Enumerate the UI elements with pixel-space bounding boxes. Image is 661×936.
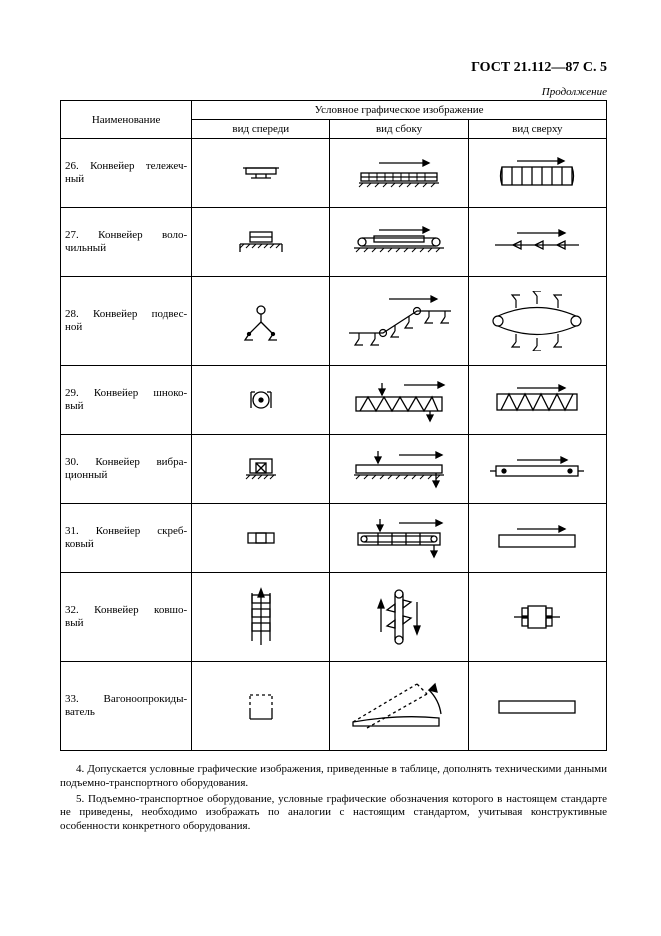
table-header-row-1: Наименование Условное графическое изобра… (61, 101, 607, 120)
symbol-side (330, 277, 468, 366)
symbol-side (330, 366, 468, 435)
note-5: 5. Подъемно-транспортное оборудование, у… (60, 793, 607, 834)
symbol-front (192, 277, 330, 366)
row-name: 27. Конвейер воло- чильный (61, 208, 192, 277)
conveyor-scraper-front-icon (236, 523, 286, 553)
conveyor-bucket-side-icon (359, 582, 439, 652)
footnotes: 4. Допускается условные графические изоб… (60, 763, 607, 834)
row-name: 30. Конвейер вибра- ционный (61, 435, 192, 504)
symbol-top (468, 435, 606, 504)
row-name-line1: 27. Конвейер воло- (65, 229, 187, 241)
row-name-line1: 26. Конвейер тележеч- (65, 160, 187, 172)
col-header-group: Условное графическое изображение (192, 101, 607, 120)
conveyor-vibrating-front-icon (236, 449, 286, 489)
symbol-front (192, 139, 330, 208)
conveyor-drag-top-icon (487, 227, 587, 257)
row-name-line2: ционный (65, 469, 187, 482)
row-name-line1: 32. Конвейер ковшо- (65, 604, 187, 616)
conveyor-cart-front-icon (231, 158, 291, 188)
table-row: 27. Конвейер воло- чильный (61, 208, 607, 277)
table-row: 33. Вагоноопрокиды- ватель (61, 662, 607, 751)
col-header-top: вид сверху (468, 120, 606, 139)
conveyor-scraper-side-icon (344, 515, 454, 561)
row-name-line2: вый (65, 617, 187, 630)
conveyor-bucket-top-icon (502, 594, 572, 640)
table-row: 31. Конвейер скреб- ковый (61, 504, 607, 573)
table-row: 30. Конвейер вибра- ционный (61, 435, 607, 504)
table-row: 28. Конвейер подвес- ной (61, 277, 607, 366)
row-name-line2: ной (65, 321, 187, 334)
symbol-front (192, 504, 330, 573)
row-name-line2: чильный (65, 242, 187, 255)
row-name: 32. Конвейер ковшо- вый (61, 573, 192, 662)
row-name-line1: 30. Конвейер вибра- (65, 456, 187, 468)
row-name-line2: ковый (65, 538, 187, 551)
row-name: 28. Конвейер подвес- ной (61, 277, 192, 366)
row-name-line1: 31. Конвейер скреб- (65, 525, 187, 537)
wagon-tipper-side-icon (339, 674, 459, 738)
row-name: 31. Конвейер скреб- ковый (61, 504, 192, 573)
symbol-side (330, 573, 468, 662)
conveyor-drag-side-icon (344, 222, 454, 262)
conveyor-overhead-front-icon (231, 296, 291, 346)
symbol-top (468, 573, 606, 662)
standard-code: ГОСТ 21.112—87 С. 5 (60, 60, 607, 76)
symbol-side (330, 139, 468, 208)
row-name: 29. Конвейер шноко- вый (61, 366, 192, 435)
conveyor-screw-front-icon (241, 380, 281, 420)
symbol-front (192, 435, 330, 504)
row-name-line2: вый (65, 400, 187, 413)
wagon-tipper-front-icon (236, 681, 286, 731)
row-name-line1: 28. Конвейер подвес- (65, 308, 187, 320)
conveyor-overhead-side-icon (339, 291, 459, 351)
conveyor-vibrating-top-icon (482, 454, 592, 484)
symbol-front (192, 208, 330, 277)
table-row: 29. Конвейер шноко- вый (61, 366, 607, 435)
page: ГОСТ 21.112—87 С. 5 Продолжение Наименов… (0, 0, 661, 936)
row-name-line2: ватель (65, 706, 187, 719)
row-name-line1: 33. Вагоноопрокиды- (65, 693, 187, 705)
table-row: 26. Конвейер тележеч- ный (61, 139, 607, 208)
symbol-front (192, 573, 330, 662)
symbol-side (330, 662, 468, 751)
symbols-table: Наименование Условное графическое изобра… (60, 100, 607, 751)
conveyor-vibrating-side-icon (344, 447, 454, 491)
conveyor-screw-top-icon (487, 382, 587, 418)
symbol-front (192, 366, 330, 435)
symbol-top (468, 662, 606, 751)
conveyor-cart-side-icon (349, 155, 449, 191)
symbol-side (330, 504, 468, 573)
wagon-tipper-top-icon (487, 691, 587, 721)
row-name-line1: 29. Конвейер шноко- (65, 387, 187, 399)
col-header-front: вид спереди (192, 120, 330, 139)
col-header-side: вид сбоку (330, 120, 468, 139)
symbol-top (468, 139, 606, 208)
symbol-front (192, 662, 330, 751)
col-header-name: Наименование (61, 101, 192, 139)
conveyor-cart-top-icon (492, 153, 582, 193)
continuation-label: Продолжение (60, 86, 607, 98)
symbol-top (468, 277, 606, 366)
symbol-top (468, 366, 606, 435)
symbol-top (468, 208, 606, 277)
table-row: 32. Конвейер ковшо- вый (61, 573, 607, 662)
symbol-side (330, 208, 468, 277)
conveyor-bucket-front-icon (236, 583, 286, 651)
symbol-top (468, 504, 606, 573)
note-4: 4. Допускается условные графические изоб… (60, 763, 607, 791)
conveyor-overhead-top-icon (482, 291, 592, 351)
row-name: 26. Конвейер тележеч- ный (61, 139, 192, 208)
conveyor-screw-side-icon (344, 377, 454, 423)
conveyor-drag-front-icon (226, 224, 296, 260)
conveyor-scraper-top-icon (487, 523, 587, 553)
row-name-line2: ный (65, 173, 187, 186)
symbol-side (330, 435, 468, 504)
row-name: 33. Вагоноопрокиды- ватель (61, 662, 192, 751)
